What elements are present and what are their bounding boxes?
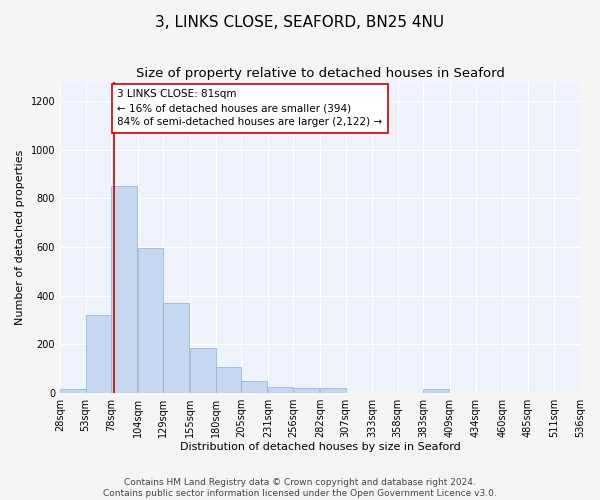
Bar <box>293 388 319 392</box>
Bar <box>190 348 215 393</box>
Text: Contains HM Land Registry data © Crown copyright and database right 2024.
Contai: Contains HM Land Registry data © Crown c… <box>103 478 497 498</box>
Bar <box>215 367 241 392</box>
Text: 3, LINKS CLOSE, SEAFORD, BN25 4NU: 3, LINKS CLOSE, SEAFORD, BN25 4NU <box>155 15 445 30</box>
Text: 3 LINKS CLOSE: 81sqm
← 16% of detached houses are smaller (394)
84% of semi-deta: 3 LINKS CLOSE: 81sqm ← 16% of detached h… <box>118 90 382 128</box>
Bar <box>268 388 293 392</box>
Bar <box>163 303 189 392</box>
Bar <box>138 248 163 392</box>
Bar <box>320 388 346 392</box>
Bar <box>86 316 111 392</box>
Y-axis label: Number of detached properties: Number of detached properties <box>15 150 25 325</box>
Bar <box>424 389 449 392</box>
Bar <box>60 389 86 392</box>
Bar <box>111 186 137 392</box>
X-axis label: Distribution of detached houses by size in Seaford: Distribution of detached houses by size … <box>179 442 460 452</box>
Title: Size of property relative to detached houses in Seaford: Size of property relative to detached ho… <box>136 68 505 80</box>
Bar <box>241 382 267 392</box>
